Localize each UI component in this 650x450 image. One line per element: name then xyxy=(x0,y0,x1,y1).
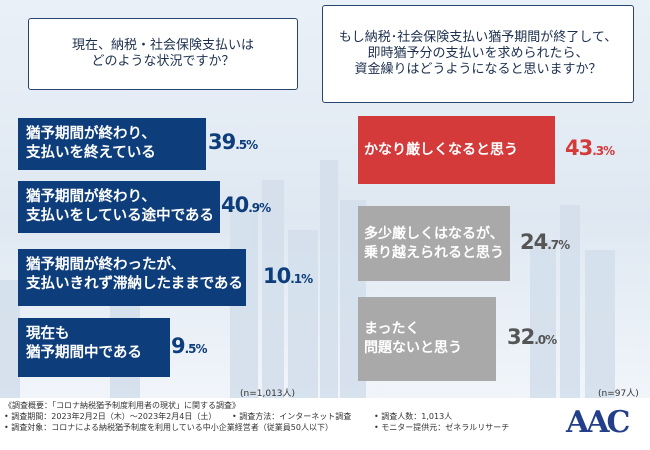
left-question-box: 現在、納税・社会保険支払いは どのような状況ですか？ xyxy=(28,18,298,90)
survey-overview: 《調査概要：「コロナ納税猶予制度利用者の現状」に関する調査》 xyxy=(4,401,240,410)
monitor-provider: • モニター提供元：ゼネラルリサーチ xyxy=(374,423,510,432)
left-bar xyxy=(18,181,220,233)
pct-decimal: .0% xyxy=(534,333,557,347)
right-bar-value: 24.7% xyxy=(520,229,570,254)
right-question-text: もし納税･社会保険支払い猶予期間が終了して、 即時猶予分の支払いを求められたら、… xyxy=(338,30,618,77)
pct-decimal: .1% xyxy=(290,271,313,286)
survey-footer: 《調査概要：「コロナ納税猶予制度利用者の現状」に関する調査》 • 調査期間：20… xyxy=(0,398,650,450)
left-bar-value: 40.9% xyxy=(221,193,271,217)
right-sample-size: (n=97人) xyxy=(598,389,639,399)
right-bar xyxy=(358,206,510,281)
left-bar xyxy=(18,118,206,170)
pct-integer: 9 xyxy=(171,333,186,358)
left-bar-label: 猶予期間が終わり、 支払いをしている途中である xyxy=(26,189,214,224)
right-bar-label: まったく 問題ないと思う xyxy=(364,321,462,356)
pct-decimal: .5% xyxy=(184,341,208,356)
left-bar-label: 現在も 猶予期間中である xyxy=(26,326,142,361)
pct-integer: 10 xyxy=(263,263,291,288)
pct-integer: 24 xyxy=(520,229,548,254)
survey-period: • 調査期間：2023年2月2日（木）～2023年2月4日（土） xyxy=(4,412,217,421)
survey-respondents: • 調査人数：1,013人 xyxy=(374,412,453,421)
pct-integer: 40 xyxy=(221,193,249,217)
left-bar-label: 猶予期間が終わったが、 支払いきれず滞納したままである xyxy=(26,257,243,292)
pct-decimal: .7% xyxy=(547,237,570,252)
right-question-box: もし納税･社会保険支払い猶予期間が終了して、 即時猶予分の支払いを求められたら、… xyxy=(322,5,634,103)
pct-integer: 43 xyxy=(565,136,593,160)
survey-target: • 調査対象：コロナによる納税猶予制度を利用している中小企業経営者（従業員50人… xyxy=(4,423,333,432)
right-bar-label: かなり厳しくなると思う xyxy=(364,142,518,158)
company-logo: AAC xyxy=(566,405,630,440)
left-bar-label: 猶予期間が終わり、 支払いを終えている xyxy=(26,126,156,161)
right-bar-highlight xyxy=(358,116,555,184)
left-sample-size: (n=1,013人) xyxy=(240,389,296,399)
left-bar xyxy=(18,318,170,377)
survey-method: • 調査方法：インターネット調査 xyxy=(232,412,352,421)
right-bar-value: 43.3% xyxy=(565,136,615,160)
pct-integer: 39 xyxy=(208,130,236,154)
pct-decimal: .5% xyxy=(235,138,258,152)
right-bar-value: 32.0% xyxy=(507,325,557,349)
pct-decimal: .9% xyxy=(248,201,271,215)
left-bar xyxy=(18,249,246,306)
pct-decimal: .3% xyxy=(592,144,615,158)
right-bar-label: 多少厳しくはなるが、 乗り越えられると思う xyxy=(364,225,504,261)
left-question-text: 現在、納税・社会保険支払いは どのような状況ですか？ xyxy=(71,38,254,69)
right-bar xyxy=(358,297,496,381)
left-bar-value: 9.5% xyxy=(171,333,208,358)
left-bar-value: 39.5% xyxy=(208,130,258,154)
pct-integer: 32 xyxy=(507,325,535,349)
left-bar-value: 10.1% xyxy=(263,263,313,288)
